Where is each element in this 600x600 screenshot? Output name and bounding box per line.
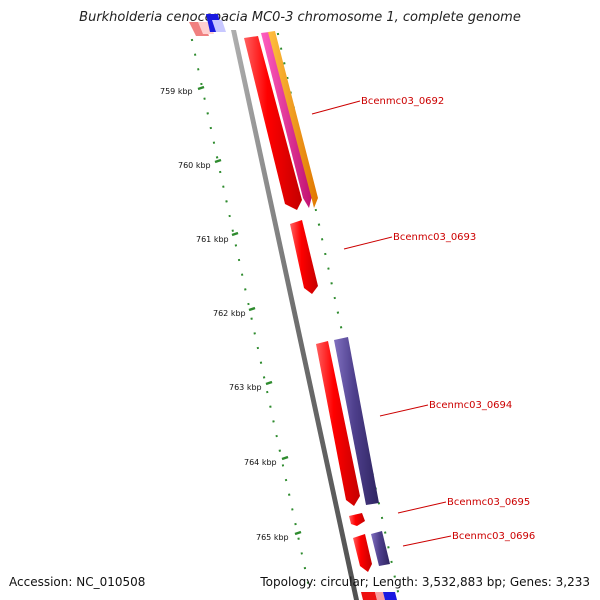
gene-group-0692[interactable]	[244, 31, 318, 210]
major-tick-761	[231, 231, 239, 237]
map-title: Burkholderia cenocepacia MC0-3 chromosom…	[79, 10, 521, 25]
inner-tick-track	[190, 38, 310, 584]
tick-label-764: 764 kbp	[244, 458, 277, 467]
tick-label-763: 763 kbp	[229, 383, 262, 392]
gene-group-0694[interactable]	[316, 337, 379, 506]
gene-label-0695[interactable]: Bcenmc03_0695	[447, 497, 530, 508]
gene-0694-purple[interactable]	[334, 337, 379, 505]
gene-0696-red[interactable]	[353, 534, 372, 572]
gene-0693[interactable]	[290, 220, 318, 294]
minor-tick	[396, 590, 400, 593]
chromosome-backbone	[231, 30, 359, 600]
minor-tick	[215, 156, 219, 159]
genome-summary-label: Topology: circular; Length: 3,532,883 bp…	[260, 575, 590, 589]
gene-labels: Bcenmc03_0692 Bcenmc03_0693 Bcenmc03_069…	[311, 96, 535, 547]
partial-gene-bottom-red	[361, 592, 377, 600]
accession-label: Accession: NC_010508	[9, 575, 146, 589]
gene-label-0693[interactable]: Bcenmc03_0693	[393, 232, 476, 243]
gene-label-0692[interactable]: Bcenmc03_0692	[361, 96, 444, 107]
gene-0695[interactable]	[349, 513, 365, 526]
minor-tick	[275, 434, 278, 438]
gene-0692-magenta[interactable]	[261, 32, 312, 208]
major-tick-759	[197, 85, 205, 91]
gene-0692-orange[interactable]	[268, 31, 318, 208]
bottom-partial-features	[361, 592, 397, 600]
gene-label-0694[interactable]: Bcenmc03_0694	[429, 400, 512, 411]
gene-0692-red[interactable]	[244, 36, 302, 210]
tick-label-761: 761 kbp	[196, 235, 229, 244]
partial-gene-bottom-blue	[383, 592, 397, 600]
leader-line-0695	[397, 501, 447, 514]
tick-label-760: 760 kbp	[178, 161, 211, 170]
major-tick-765	[294, 530, 302, 536]
minor-tick	[317, 223, 321, 226]
minor-tick	[225, 200, 228, 203]
minor-tick	[284, 478, 288, 482]
leader-line-0692	[311, 100, 361, 115]
gene-0696-purple[interactable]	[371, 531, 390, 566]
major-tick-762	[248, 306, 256, 312]
gene-group-0696[interactable]	[353, 531, 390, 572]
major-tick-763	[265, 380, 273, 386]
major-tick-764	[281, 455, 289, 461]
major-ticks: 759 kbp 760 kbp 761 kbp 762 kbp 763 kbp …	[160, 85, 302, 542]
leader-line-0693	[343, 236, 393, 250]
tick-label-762: 762 kbp	[213, 309, 246, 318]
leader-line-0694	[379, 404, 429, 417]
tick-label-759: 759 kbp	[160, 87, 193, 96]
major-tick-760	[214, 158, 222, 164]
tick-label-765: 765 kbp	[256, 533, 289, 542]
minor-tick	[266, 390, 269, 394]
leader-line-0696	[402, 535, 452, 547]
minor-tick	[206, 112, 209, 115]
partial-gene-lightblue	[212, 20, 226, 32]
partial-gene-bottom-pink	[375, 592, 385, 600]
gene-0694-red[interactable]	[316, 341, 360, 506]
top-partial-features	[189, 14, 226, 36]
gene-label-0696[interactable]: Bcenmc03_0696	[452, 531, 535, 542]
